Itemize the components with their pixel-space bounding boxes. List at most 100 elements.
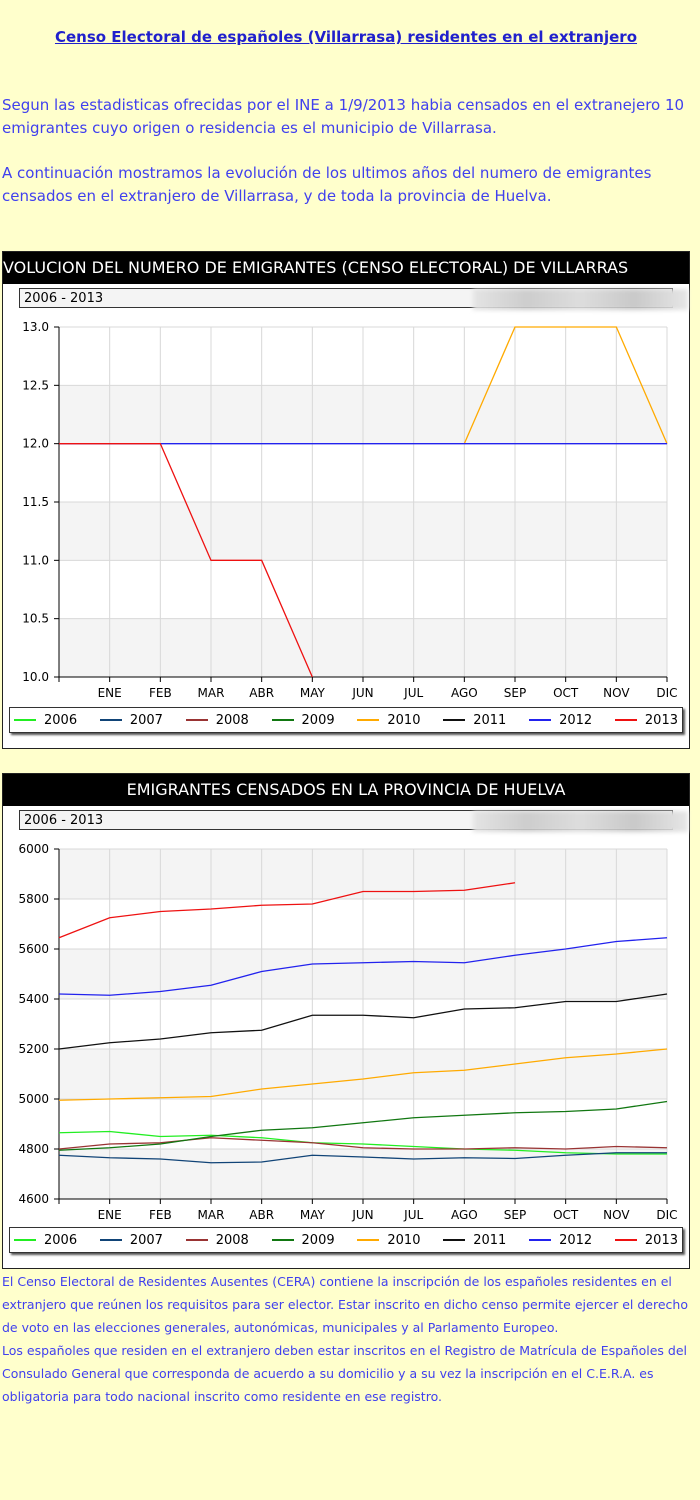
legend-swatch <box>357 719 380 721</box>
legend-swatch <box>271 719 294 721</box>
legend-swatch <box>99 719 122 721</box>
legend-item-2012: 2012 <box>529 1233 592 1248</box>
x-tick-label: JUN <box>351 1208 373 1222</box>
legend-swatch <box>185 1239 208 1241</box>
legend-item-2009: 2009 <box>271 712 335 728</box>
y-tick-label: 5800 <box>18 892 49 906</box>
footer-paragraph-2: Los españoles que residen en el extranje… <box>2 1343 688 1404</box>
x-tick-label: MAY <box>300 1208 326 1222</box>
x-tick-label: DIC <box>656 1208 677 1222</box>
series-line-2012 <box>58 937 668 996</box>
y-tick-label: 11.5 <box>22 495 49 509</box>
series-line-2013 <box>58 882 516 939</box>
legend-item-2010: 2010 <box>357 713 420 728</box>
legend-label: 2010 <box>387 1232 421 1248</box>
legend-label: 2012 <box>559 1232 593 1248</box>
legend-item-2011: 2011 <box>443 713 506 728</box>
x-tick-label: MAR <box>198 1208 225 1222</box>
legend-swatch <box>357 1239 380 1241</box>
y-tick-label: 13.0 <box>22 320 49 334</box>
legend-label: 2011 <box>473 712 507 728</box>
series-line-2010 <box>58 1048 668 1101</box>
chart-panel-huelva: EMIGRANTES CENSADOS EN LA PROVINCIA DE H… <box>2 773 690 1269</box>
chart-panel-villarrasa: VOLUCION DEL NUMERO DE EMIGRANTES (CENSO… <box>2 251 690 749</box>
y-tick-label: 10.5 <box>22 612 49 626</box>
x-tick-label: NOV <box>603 686 630 700</box>
y-tick-label: 4600 <box>18 1192 49 1206</box>
legend-swatch <box>185 719 208 721</box>
legend-item-2007: 2007 <box>99 713 163 728</box>
legend-label: 2009 <box>301 1232 335 1248</box>
legend-item-2012: 2012 <box>529 713 592 728</box>
y-tick-label: 5400 <box>18 992 49 1006</box>
x-tick-label: OCT <box>553 1208 579 1222</box>
legend-item-2007: 2007 <box>99 1232 163 1248</box>
series-line-2010 <box>463 326 668 444</box>
legend-swatch <box>99 1239 122 1241</box>
legend-label: 2008 <box>215 1232 249 1248</box>
y-tick-label: 5000 <box>18 1092 49 1106</box>
page-title[interactable]: Censo Electoral de españoles (Villarrasa… <box>54 28 638 46</box>
x-tick-label: ABR <box>249 1208 274 1222</box>
legend-label: 2013 <box>644 712 678 728</box>
y-tick-label: 5600 <box>18 942 49 956</box>
legend-item-2013: 2013 <box>614 1232 678 1248</box>
legend-swatch <box>14 1239 36 1241</box>
footer-text: El Censo Electoral de Residentes Ausente… <box>2 1270 694 1408</box>
legend-item-2006: 2006 <box>14 1233 77 1248</box>
x-tick-label: JUL <box>403 686 423 700</box>
x-tick-label: FEB <box>149 686 172 700</box>
x-tick-label: NOV <box>603 1208 630 1222</box>
series-line-2011 <box>58 993 668 1050</box>
x-tick-label: DIC <box>656 686 677 700</box>
legend-label: 2012 <box>559 712 593 728</box>
y-tick-label: 12.5 <box>22 378 49 392</box>
legend-label: 2010 <box>387 712 421 728</box>
legend-label: 2007 <box>129 1232 163 1248</box>
legend-item-2006: 2006 <box>14 713 77 728</box>
legend-label: 2013 <box>644 1232 678 1248</box>
legend-label: 2006 <box>44 712 78 728</box>
legend-label: 2006 <box>44 1232 78 1248</box>
legend-swatch <box>271 1239 294 1241</box>
legend-item-2010: 2010 <box>357 1233 420 1248</box>
legend-swatch <box>529 1239 552 1241</box>
x-tick-label: AGO <box>451 686 478 700</box>
legend-item-2013: 2013 <box>614 712 678 728</box>
footer-paragraph-1: El Censo Electoral de Residentes Ausente… <box>2 1274 688 1335</box>
x-tick-label: SEP <box>504 686 526 700</box>
chart-plot-villarrasa: 10.0 10.5 11.0 11.5 12.0 12.5 13.0 ENE FEB MAR ABR… <box>22 320 677 700</box>
legend-item-2008: 2008 <box>185 712 249 728</box>
blurred-region <box>473 289 688 310</box>
x-tick-label: MAY <box>300 686 326 700</box>
chart-legend: 2006 2007 2008 2009 2010 2011 2012 2013 <box>9 1227 683 1253</box>
chart-title: EMIGRANTES CENSADOS EN LA PROVINCIA DE H… <box>3 774 689 806</box>
series-line-2007 <box>58 1152 667 1164</box>
x-tick-label: SEP <box>504 1208 526 1222</box>
intro-paragraph-1: Segun las estadisticas ofrecidas por el … <box>2 96 685 137</box>
chart-legend: 2006 2007 2008 2009 2010 2011 2012 2013 <box>9 707 683 733</box>
y-tick-label: 10.0 <box>22 670 49 684</box>
series-line-2009 <box>58 1100 668 1151</box>
legend-swatch <box>443 719 466 721</box>
legend-label: 2008 <box>215 712 249 728</box>
x-tick-label: AGO <box>451 1208 478 1222</box>
x-tick-label: ENE <box>98 686 122 700</box>
chart-title: VOLUCION DEL NUMERO DE EMIGRANTES (CENSO… <box>3 252 689 284</box>
x-tick-label: MAR <box>198 686 225 700</box>
legend-label: 2009 <box>301 712 335 728</box>
legend-swatch <box>614 1239 637 1241</box>
intro-paragraph-2: A continuación mostramos la evolución de… <box>2 164 652 205</box>
series-line-2006 <box>58 1130 667 1155</box>
legend-label: 2011 <box>473 1232 507 1248</box>
legend-item-2011: 2011 <box>443 1233 506 1248</box>
x-tick-label: ABR <box>249 686 274 700</box>
x-tick-label: JUL <box>403 1208 423 1222</box>
y-tick-label: 11.0 <box>22 553 49 567</box>
legend-swatch <box>443 1239 466 1241</box>
y-tick-label: 12.0 <box>22 437 49 451</box>
y-tick-label: 4800 <box>18 1142 49 1156</box>
y-tick-label: 5200 <box>18 1042 49 1056</box>
series-line-2013 <box>59 443 313 678</box>
x-tick-label: OCT <box>553 686 579 700</box>
